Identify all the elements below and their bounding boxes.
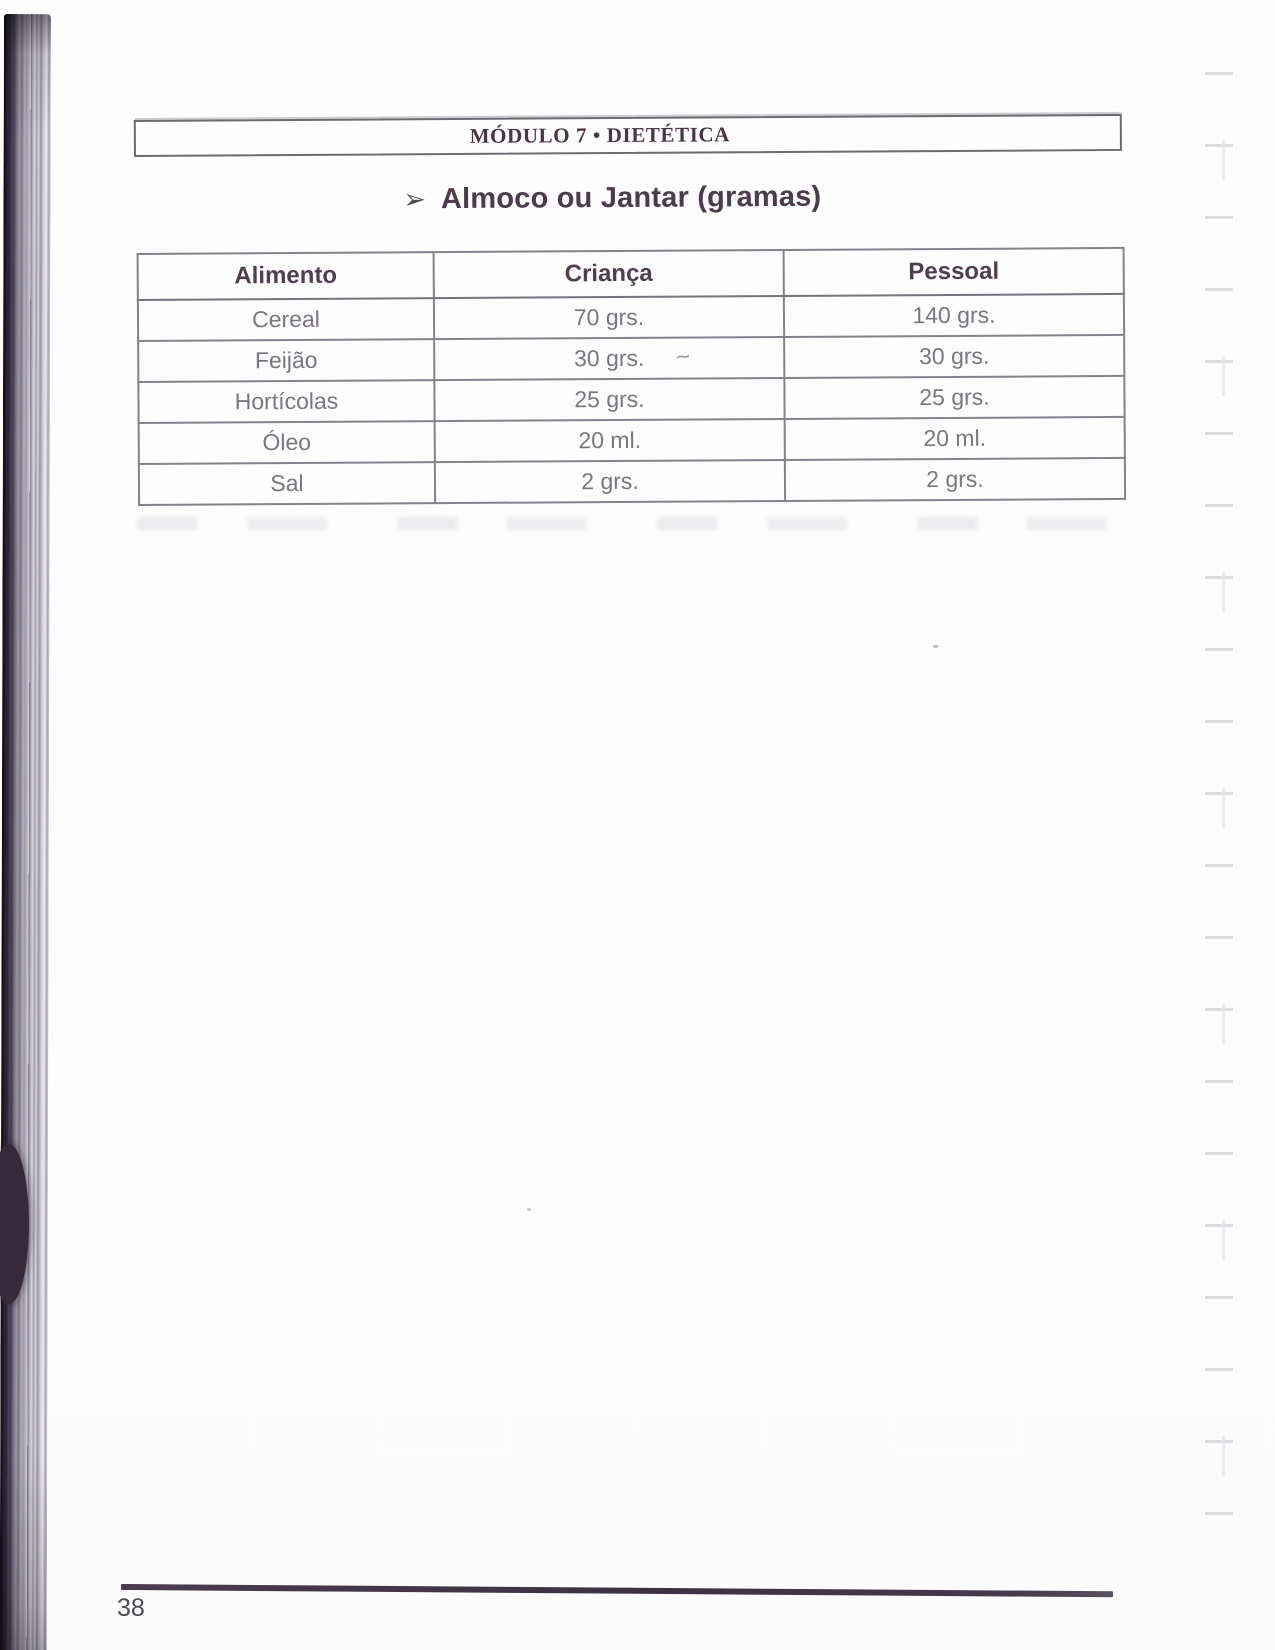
table-row: Óleo 20 ml. 20 ml. bbox=[138, 416, 1125, 464]
food-name: Óleo bbox=[138, 421, 435, 464]
adult-portion: 140 grs. bbox=[783, 293, 1125, 337]
food-name: Cereal bbox=[137, 298, 435, 341]
section-title: ➢ Almoco ou Jantar (gramas) bbox=[403, 181, 821, 217]
column-header-pessoal: Pessoal bbox=[783, 247, 1124, 296]
adult-portion: 25 grs. bbox=[784, 375, 1125, 419]
arrow-bullet-icon: ➢ bbox=[403, 184, 426, 215]
section-title-text: Almoco ou Jantar (gramas) bbox=[440, 180, 822, 216]
adult-portion: 30 grs. bbox=[784, 334, 1125, 378]
scan-speck bbox=[527, 1208, 531, 1211]
child-portion: 30 grs. bbox=[434, 336, 785, 381]
module-header-title: MÓDULO 7 • DIETÉTICA bbox=[469, 122, 731, 148]
food-name: Feijão bbox=[138, 339, 435, 382]
table-header-row: Alimento Criança Pessoal bbox=[137, 247, 1124, 300]
meal-portions-table: Alimento Criança Pessoal Cereal 70 grs. … bbox=[136, 246, 1127, 506]
adult-portion: 20 ml. bbox=[784, 416, 1125, 460]
child-portion: 25 grs. bbox=[434, 377, 785, 422]
table-row: Sal 2 grs. 2 grs. bbox=[138, 457, 1126, 505]
page-bleed-through-marks bbox=[1205, 6, 1233, 1562]
module-header-box: MÓDULO 7 • DIETÉTICA bbox=[133, 113, 1122, 157]
table-row: Hortícolas 25 grs. 25 grs. bbox=[138, 375, 1125, 423]
food-name: Hortícolas bbox=[138, 380, 435, 423]
food-name: Sal bbox=[138, 462, 436, 505]
page-bleed-through-marks-secondary bbox=[1222, 40, 1225, 1540]
column-header-crianca: Criança bbox=[433, 249, 784, 299]
scan-smudge bbox=[137, 517, 1123, 530]
scan-speck bbox=[933, 645, 938, 648]
child-portion: 70 grs. bbox=[433, 295, 785, 340]
page-number: 38 bbox=[117, 1594, 145, 1622]
table-row: Feijão 30 grs. 30 grs. bbox=[138, 334, 1125, 382]
column-header-alimento: Alimento bbox=[137, 252, 434, 300]
table-row: Cereal 70 grs. 140 grs. bbox=[137, 293, 1125, 341]
adult-portion: 2 grs. bbox=[784, 457, 1126, 501]
child-portion: 2 grs. bbox=[434, 459, 786, 504]
child-portion: 20 ml. bbox=[434, 418, 785, 463]
